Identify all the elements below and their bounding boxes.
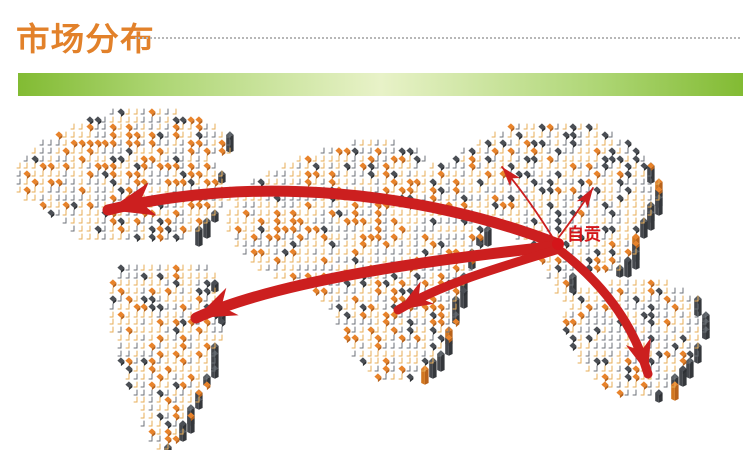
svg-text:自贡: 自贡 [567, 224, 601, 244]
